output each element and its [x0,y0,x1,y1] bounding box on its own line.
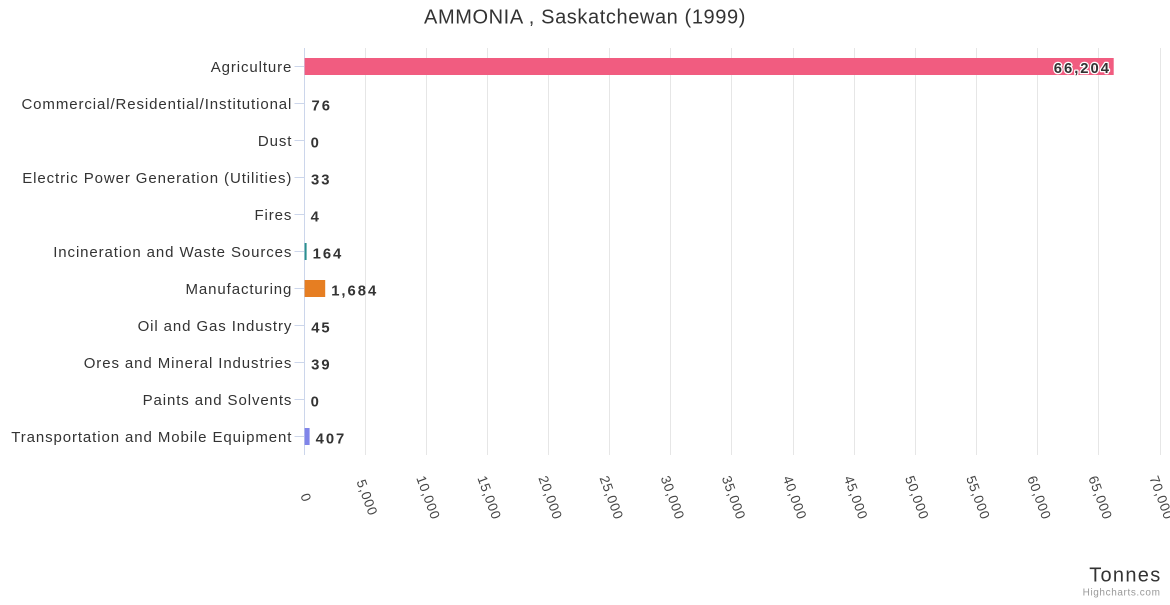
svg-text:Highcharts.com: Highcharts.com [1083,588,1161,599]
svg-text:164: 164 [313,247,344,263]
svg-text:407: 407 [316,432,347,448]
svg-text:0: 0 [311,136,321,152]
svg-text:66,204: 66,204 [1054,61,1111,77]
svg-text:1,684: 1,684 [331,284,378,300]
svg-text:39: 39 [311,358,331,374]
svg-text:33: 33 [311,173,331,189]
svg-text:Incineration and Waste Sources: Incineration and Waste Sources [53,244,292,261]
svg-text:Dust: Dust [258,133,292,150]
svg-text:Commercial/Residential/Institu: Commercial/Residential/Institutional [21,96,292,113]
svg-text:Agriculture: Agriculture [211,59,293,76]
svg-text:Oil and Gas Industry: Oil and Gas Industry [138,318,293,335]
svg-text:Ores and Mineral Industries: Ores and Mineral Industries [84,355,293,372]
svg-text:Electric Power Generation (Uti: Electric Power Generation (Utilities) [22,170,292,187]
svg-text:45: 45 [311,321,331,337]
svg-text:76: 76 [312,99,332,115]
svg-text:Paints and Solvents: Paints and Solvents [143,392,293,409]
svg-text:Transportation and Mobile Equi: Transportation and Mobile Equipment [11,429,292,446]
svg-text:Manufacturing: Manufacturing [186,281,293,298]
svg-text:Tonnes: Tonnes [1089,565,1161,587]
svg-text:4: 4 [311,210,321,226]
svg-text:AMMONIA , Saskatchewan (1999): AMMONIA , Saskatchewan (1999) [424,7,746,29]
svg-text:Fires: Fires [254,207,292,224]
svg-text:0: 0 [311,395,321,411]
